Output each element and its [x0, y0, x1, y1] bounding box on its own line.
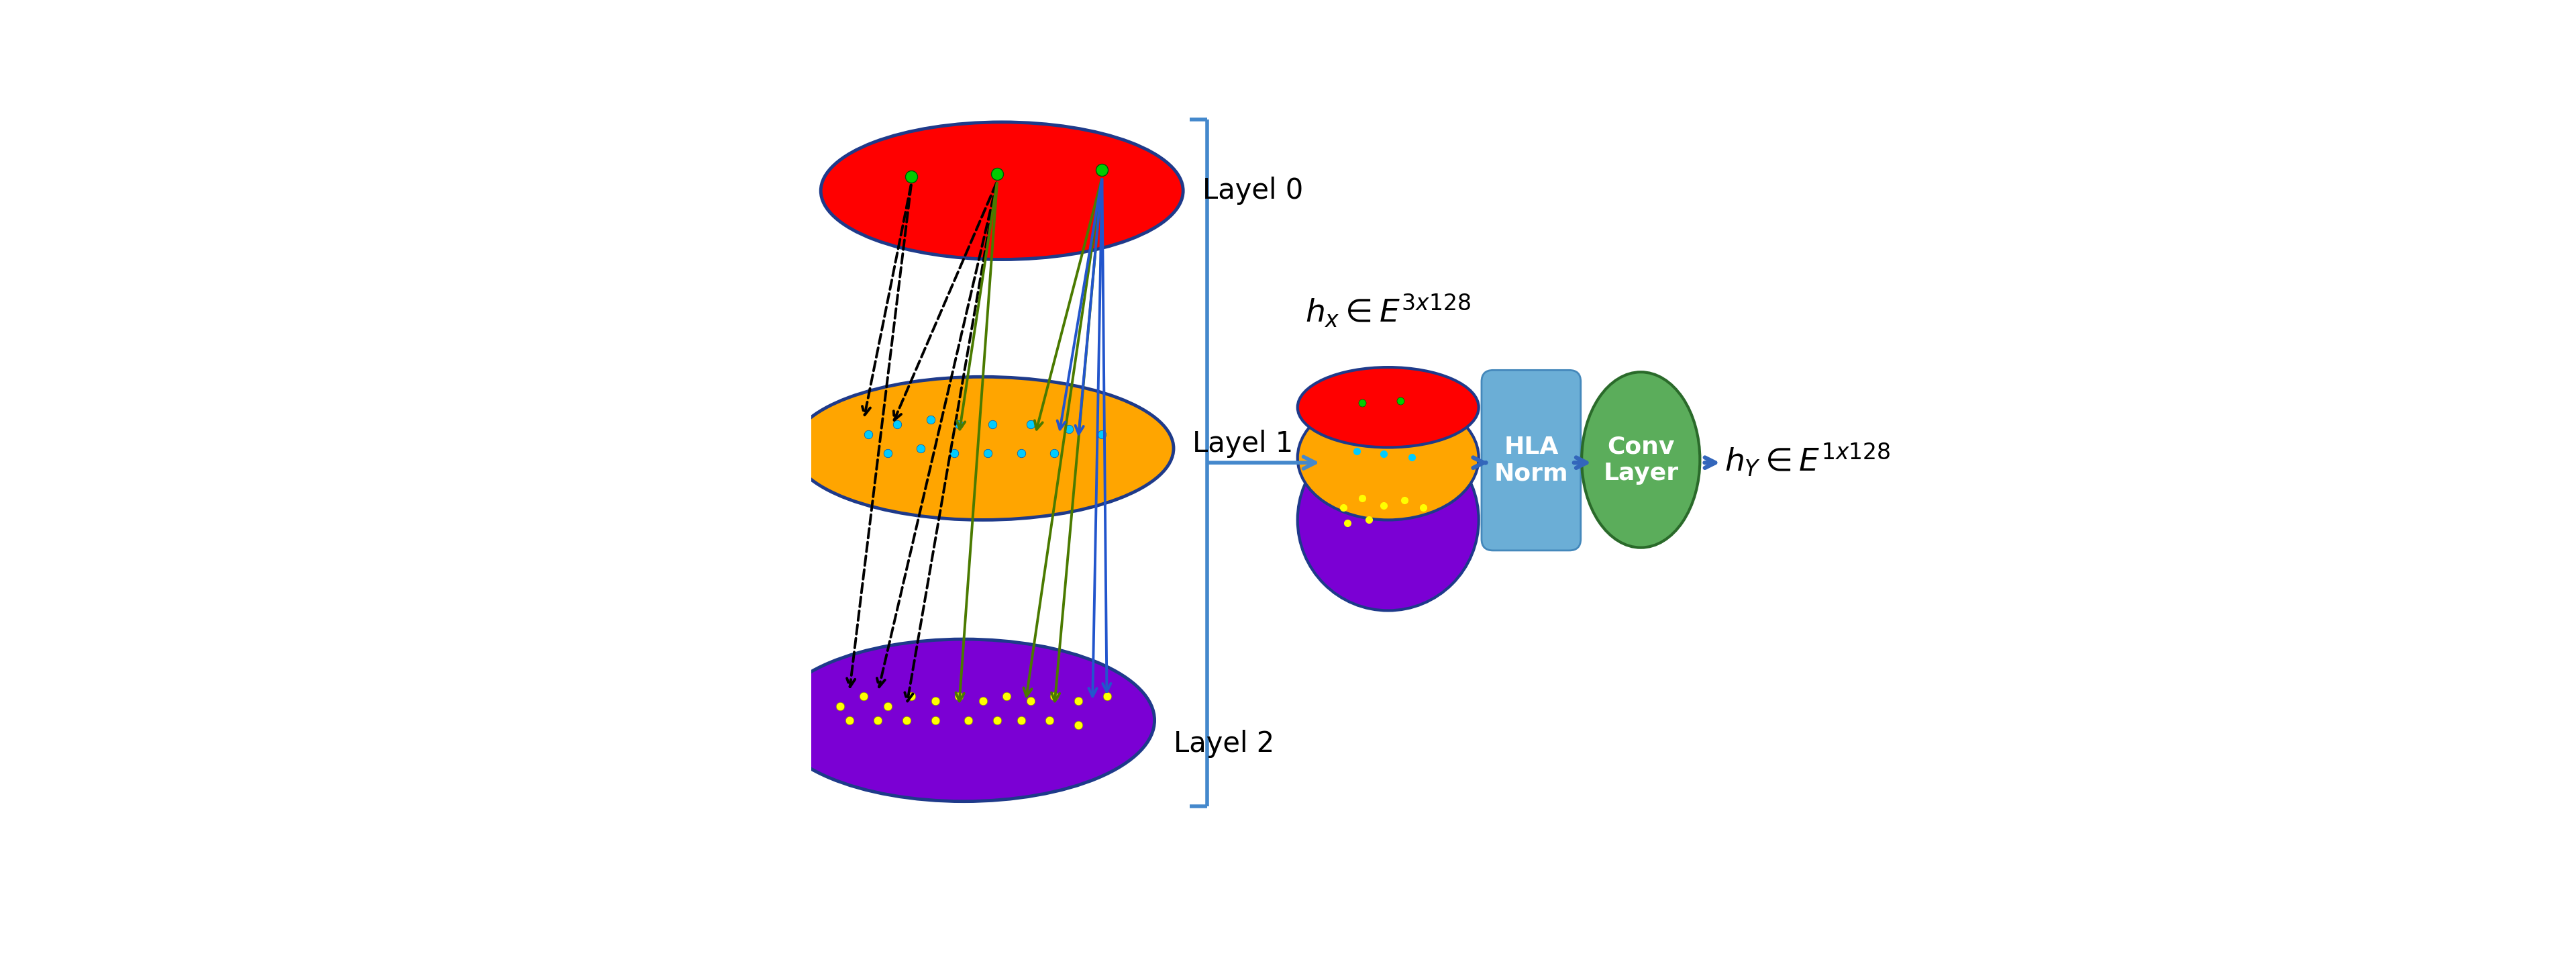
- Text: Layel 0: Layel 0: [1203, 176, 1303, 205]
- Ellipse shape: [822, 122, 1182, 259]
- Text: Layel 1: Layel 1: [1193, 429, 1293, 458]
- Text: $h_Y \in E^{1x128}$: $h_Y \in E^{1x128}$: [1726, 442, 1891, 478]
- Ellipse shape: [1298, 396, 1479, 520]
- Text: Layel 2: Layel 2: [1175, 730, 1275, 758]
- Text: Conv
Layer: Conv Layer: [1602, 435, 1680, 485]
- Ellipse shape: [1298, 429, 1479, 611]
- Ellipse shape: [793, 377, 1175, 520]
- FancyBboxPatch shape: [1481, 370, 1582, 550]
- Ellipse shape: [1298, 367, 1479, 447]
- Ellipse shape: [773, 639, 1154, 801]
- Text: HLA
Norm: HLA Norm: [1494, 436, 1569, 485]
- Ellipse shape: [1582, 372, 1700, 548]
- Text: $h_x \in E^{3x128}$: $h_x \in E^{3x128}$: [1306, 293, 1471, 329]
